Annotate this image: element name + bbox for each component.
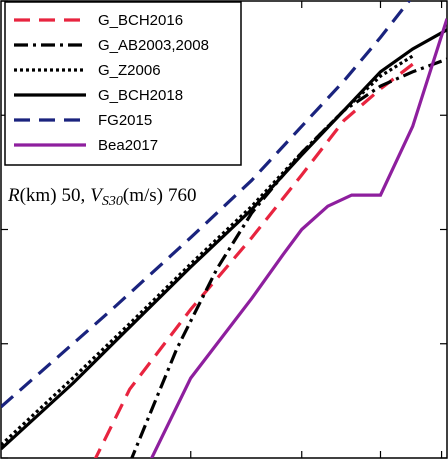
legend-label: FG2015 — [98, 112, 152, 129]
series-line-2 — [1, 54, 414, 447]
legend-label: G_AB2003,2008 — [98, 37, 209, 54]
legend-label: G_BCH2018 — [98, 87, 183, 104]
series-line-5 — [149, 18, 447, 458]
legend-label: Bea2017 — [98, 137, 158, 154]
annotation-v-unit: (m/s) — [123, 185, 163, 206]
series-line-3 — [1, 28, 447, 451]
legend-item: Bea2017 — [14, 137, 158, 154]
annotation-v-value: 760 — [168, 185, 197, 206]
legend-item: G_AB2003,2008 — [14, 37, 209, 54]
annotation-r-unit: (km) — [20, 185, 57, 206]
condition-annotation: R(km) 50, VS30(m/s) 760 — [7, 185, 197, 209]
annotation-r-value: 50, — [62, 185, 86, 206]
annotation-r-symbol: R — [7, 185, 20, 206]
legend-label: G_BCH2016 — [98, 12, 183, 29]
series-line-4 — [1, 1, 412, 409]
legend-item: G_BCH2016 — [14, 12, 183, 29]
legend-label: G_Z2006 — [98, 62, 161, 79]
annotation-v-sub: S30 — [102, 194, 123, 209]
legend: G_BCH2016 G_AB2003,2008 G_Z2006 G_BCH2018 FG… — [4, 1, 242, 166]
annotation-v-symbol: V — [90, 185, 104, 206]
legend-item: FG2015 — [14, 112, 152, 129]
legend-item: G_BCH2018 — [14, 87, 183, 104]
legend-item: G_Z2006 — [14, 62, 161, 79]
legend-box — [4, 1, 242, 166]
